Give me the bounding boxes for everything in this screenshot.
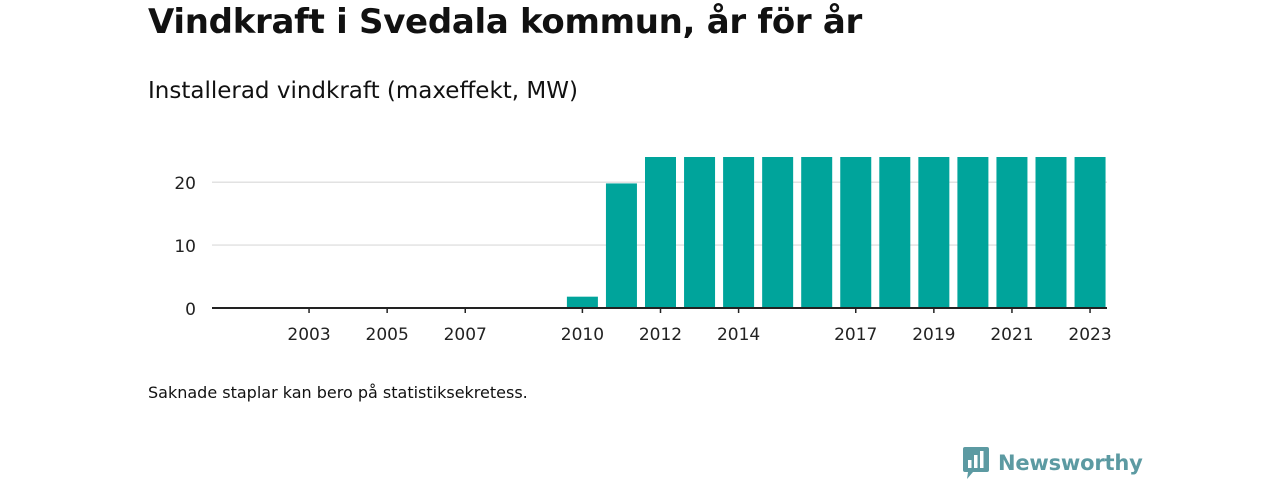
axes: 0 10 20 2003 2005 2007 2010 2012 2014 2017 2019 202… — [174, 174, 1111, 345]
bar — [879, 157, 911, 308]
bar-chart-speech-bubble-icon — [963, 447, 989, 479]
x-tick-label: 2019 — [912, 325, 955, 345]
chart-title: Vindkraft i Svedala kommun, år för år — [148, 2, 863, 42]
bar — [684, 157, 716, 308]
bar — [996, 157, 1028, 308]
bar — [566, 296, 598, 308]
bar — [762, 157, 794, 308]
y-tick-label: 20 — [174, 174, 196, 194]
bar — [645, 157, 676, 308]
bar — [1035, 157, 1067, 308]
x-tick-label: 2007 — [444, 325, 487, 345]
bar — [605, 183, 637, 308]
y-tick-label: 10 — [174, 237, 196, 257]
brand-name: Newsworthy — [998, 451, 1143, 475]
x-tick-label: 2005 — [366, 325, 409, 345]
x-tick-label: 2014 — [717, 325, 760, 345]
bar — [957, 157, 989, 308]
y-tick-label: 0 — [185, 300, 196, 320]
footnote: Saknade staplar kan bero på statistiksek… — [148, 383, 528, 402]
bar — [801, 157, 833, 308]
x-tick-label: 2012 — [639, 325, 682, 345]
bars — [566, 157, 1106, 308]
chart-subtitle: Installerad vindkraft (maxeffekt, MW) — [148, 78, 578, 104]
bar — [918, 157, 950, 308]
newsworthy-logo: Newsworthy — [962, 446, 1143, 480]
x-tick-label: 2017 — [834, 325, 877, 345]
bar-chart: 0 10 20 2003 2005 2007 2010 2012 2014 2017 2019 202… — [174, 157, 1112, 345]
x-tick-label: 2010 — [561, 325, 604, 345]
x-tick-label: 2003 — [287, 325, 330, 345]
bar — [723, 157, 755, 308]
bar — [840, 157, 872, 308]
bar — [1074, 157, 1106, 308]
x-tick-label: 2021 — [990, 325, 1033, 345]
x-tick-label: 2023 — [1068, 325, 1111, 345]
